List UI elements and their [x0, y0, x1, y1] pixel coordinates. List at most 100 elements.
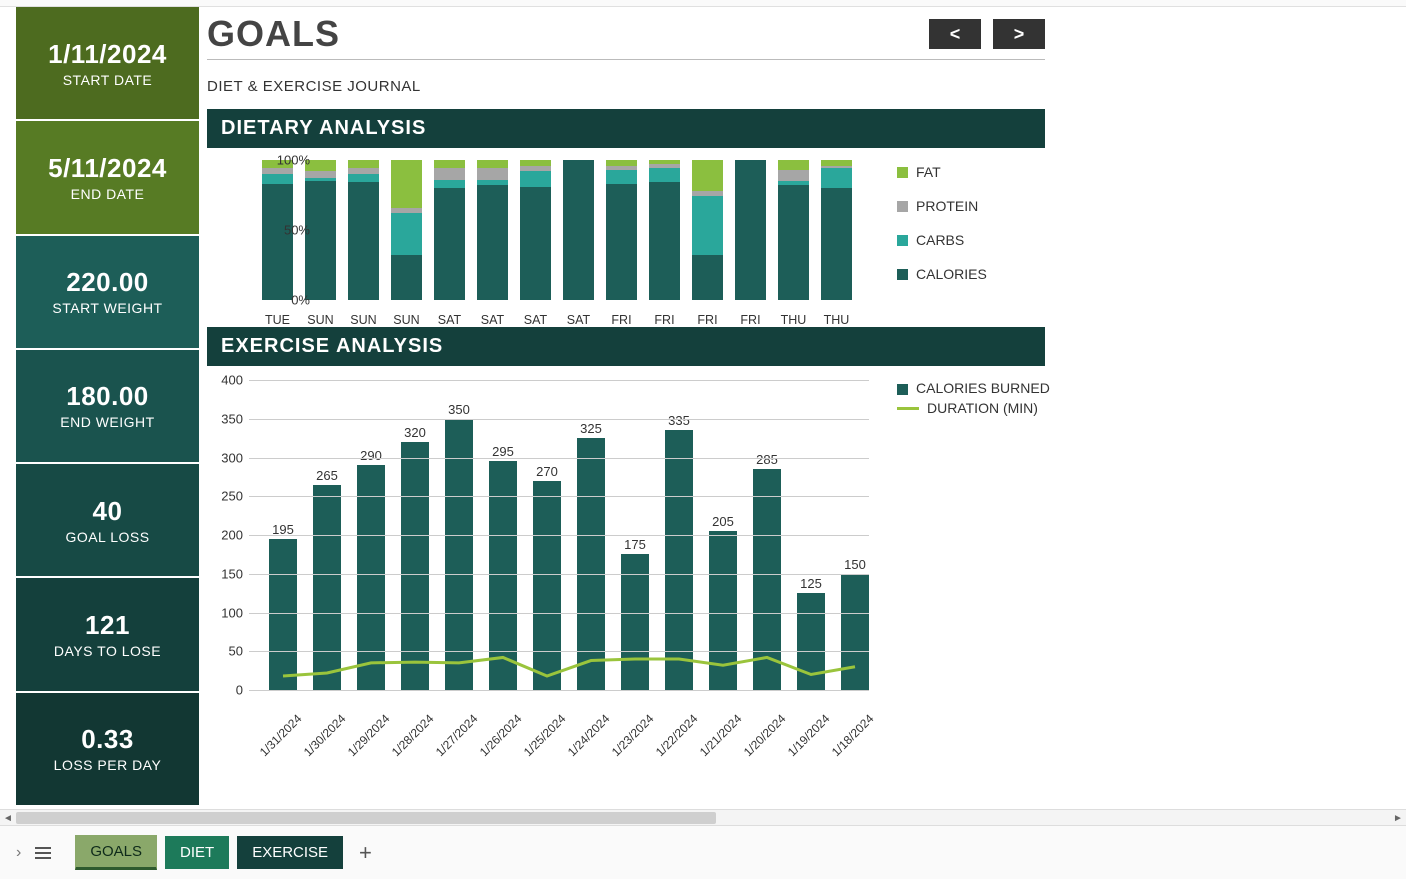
bar-value-label: 125 — [800, 576, 822, 591]
bar-value-label: 150 — [844, 557, 866, 572]
metric-end-date: 5/11/2024 END DATE — [16, 121, 199, 235]
scroll-right-arrow[interactable]: ► — [1390, 810, 1406, 826]
ex-x-label: 1/31/2024 — [257, 718, 298, 759]
tab-diet[interactable]: DIET — [165, 836, 229, 869]
dietary-legend: FAT PROTEIN CARBS CALORIES — [897, 164, 1017, 300]
next-button[interactable]: > — [993, 19, 1045, 49]
ex-y-label: 350 — [211, 411, 243, 426]
diet-x-label: SAT — [434, 313, 465, 327]
diet-x-label: SAT — [563, 313, 594, 327]
ex-x-label: 1/27/2024 — [433, 718, 474, 759]
metric-label: END DATE — [71, 186, 145, 202]
ex-x-label: 1/24/2024 — [565, 718, 606, 759]
exercise-bar: 285 — [745, 452, 789, 690]
diet-bar — [348, 160, 379, 300]
exercise-bar: 270 — [525, 464, 569, 690]
legend-swatch-calories — [897, 269, 908, 280]
metric-value: 40 — [93, 496, 123, 527]
legend-label-duration: DURATION (MIN) — [927, 400, 1038, 416]
metric-label: LOSS PER DAY — [54, 757, 162, 773]
diet-x-label: FRI — [735, 313, 766, 327]
page-title: GOALS — [207, 13, 340, 55]
scroll-thumb[interactable] — [16, 812, 716, 824]
bar-value-label: 175 — [624, 537, 646, 552]
exercise-bar: 205 — [701, 514, 745, 690]
horizontal-scrollbar[interactable]: ◄ ► — [0, 809, 1406, 825]
metric-value: 121 — [85, 610, 130, 641]
tab-goals[interactable]: GOALS — [75, 835, 157, 870]
gridline — [249, 419, 869, 420]
ex-x-label: 1/21/2024 — [697, 718, 738, 759]
legend-swatch-calories-burned — [897, 384, 908, 395]
ex-x-label: 1/22/2024 — [653, 718, 694, 759]
legend-label-carbs: CARBS — [916, 232, 964, 248]
prev-button[interactable]: < — [929, 19, 981, 49]
tab-nav-next[interactable]: › — [10, 840, 27, 866]
exercise-bar: 325 — [569, 421, 613, 690]
ex-x-label: 1/18/2024 — [829, 718, 870, 759]
metric-label: START DATE — [63, 72, 153, 88]
metric-value: 5/11/2024 — [48, 153, 167, 184]
exercise-xaxis: 1/31/20241/30/20241/29/20241/28/20241/27… — [261, 726, 877, 740]
exercise-bars: 195 265 290 320 350 295 270 325 175 335 205285 125 1… — [261, 402, 877, 690]
nav-buttons: < > — [929, 19, 1045, 49]
diet-x-label: THU — [821, 313, 852, 327]
tab-exercise[interactable]: EXERCISE — [237, 836, 343, 869]
add-sheet-button[interactable]: + — [351, 840, 380, 866]
metric-value: 180.00 — [66, 381, 149, 412]
exercise-bar: 265 — [305, 468, 349, 690]
ex-x-label: 1/26/2024 — [477, 718, 518, 759]
bar-value-label: 320 — [404, 425, 426, 440]
header-row: GOALS < > — [207, 7, 1045, 55]
legend-label-calories: CALORIES — [916, 266, 987, 282]
diet-bar — [649, 160, 680, 300]
diet-x-label: SAT — [477, 313, 508, 327]
divider — [207, 59, 1045, 60]
ex-x-label: 1/30/2024 — [301, 718, 342, 759]
dietary-plot-area: 100%50%0% — [262, 160, 882, 300]
exercise-chart[interactable]: 195 265 290 320 350 295 270 325 175 335 205285 125 1… — [207, 372, 1067, 760]
diet-x-label: SAT — [520, 313, 551, 327]
metric-goal-loss: 40 GOAL LOSS — [16, 464, 199, 578]
exercise-bar: 195 — [261, 522, 305, 690]
bar-value-label: 290 — [360, 448, 382, 463]
metric-days-to-lose: 121 DAYS TO LOSE — [16, 578, 199, 692]
dietary-bars — [262, 160, 852, 300]
exercise-bar: 295 — [481, 444, 525, 690]
exercise-bar: 350 — [437, 402, 481, 690]
diet-x-label: FRI — [606, 313, 637, 327]
ex-x-label: 1/29/2024 — [345, 718, 386, 759]
diet-x-label: FRI — [692, 313, 723, 327]
sheet-tab-bar: › GOALS DIET EXERCISE + — [0, 825, 1406, 879]
bar-value-label: 325 — [580, 421, 602, 436]
bar-value-label: 270 — [536, 464, 558, 479]
exercise-legend: CALORIES BURNED DURATION (MIN) — [897, 380, 1067, 434]
ex-y-label: 250 — [211, 489, 243, 504]
dietary-xaxis: TUESUNSUNSUNSATSATSATSATFRIFRIFRIFRITHUT… — [262, 313, 882, 327]
dietary-chart[interactable]: 100%50%0% TUESUNSUNSUNSATSATSATSATFRIFRI… — [207, 152, 1045, 327]
exercise-bar: 335 — [657, 413, 701, 690]
metric-label: GOAL LOSS — [65, 529, 149, 545]
sheet-menu-icon[interactable] — [35, 847, 51, 859]
metric-value: 220.00 — [66, 267, 149, 298]
ex-x-label: 1/25/2024 — [521, 718, 562, 759]
legend-swatch-fat — [897, 167, 908, 178]
legend-label-fat: FAT — [916, 164, 941, 180]
bar-value-label: 335 — [668, 413, 690, 428]
gridline — [249, 574, 869, 575]
dietary-section-header: DIETARY ANALYSIS — [207, 109, 1045, 148]
legend-swatch-duration — [897, 407, 919, 410]
diet-x-label: FRI — [649, 313, 680, 327]
exercise-section-header: EXERCISE ANALYSIS — [207, 327, 1045, 366]
bar-value-label: 265 — [316, 468, 338, 483]
column-ruler — [0, 0, 1406, 7]
bar-value-label: 350 — [448, 402, 470, 417]
diet-bar — [692, 160, 723, 300]
scroll-left-arrow[interactable]: ◄ — [0, 810, 16, 826]
exercise-bar: 175 — [613, 537, 657, 690]
diet-x-label: SUN — [348, 313, 379, 327]
diet-y-label: 50% — [262, 223, 310, 238]
metric-value: 1/11/2024 — [48, 39, 167, 70]
ex-y-label: 50 — [211, 644, 243, 659]
ex-x-label: 1/28/2024 — [389, 718, 430, 759]
